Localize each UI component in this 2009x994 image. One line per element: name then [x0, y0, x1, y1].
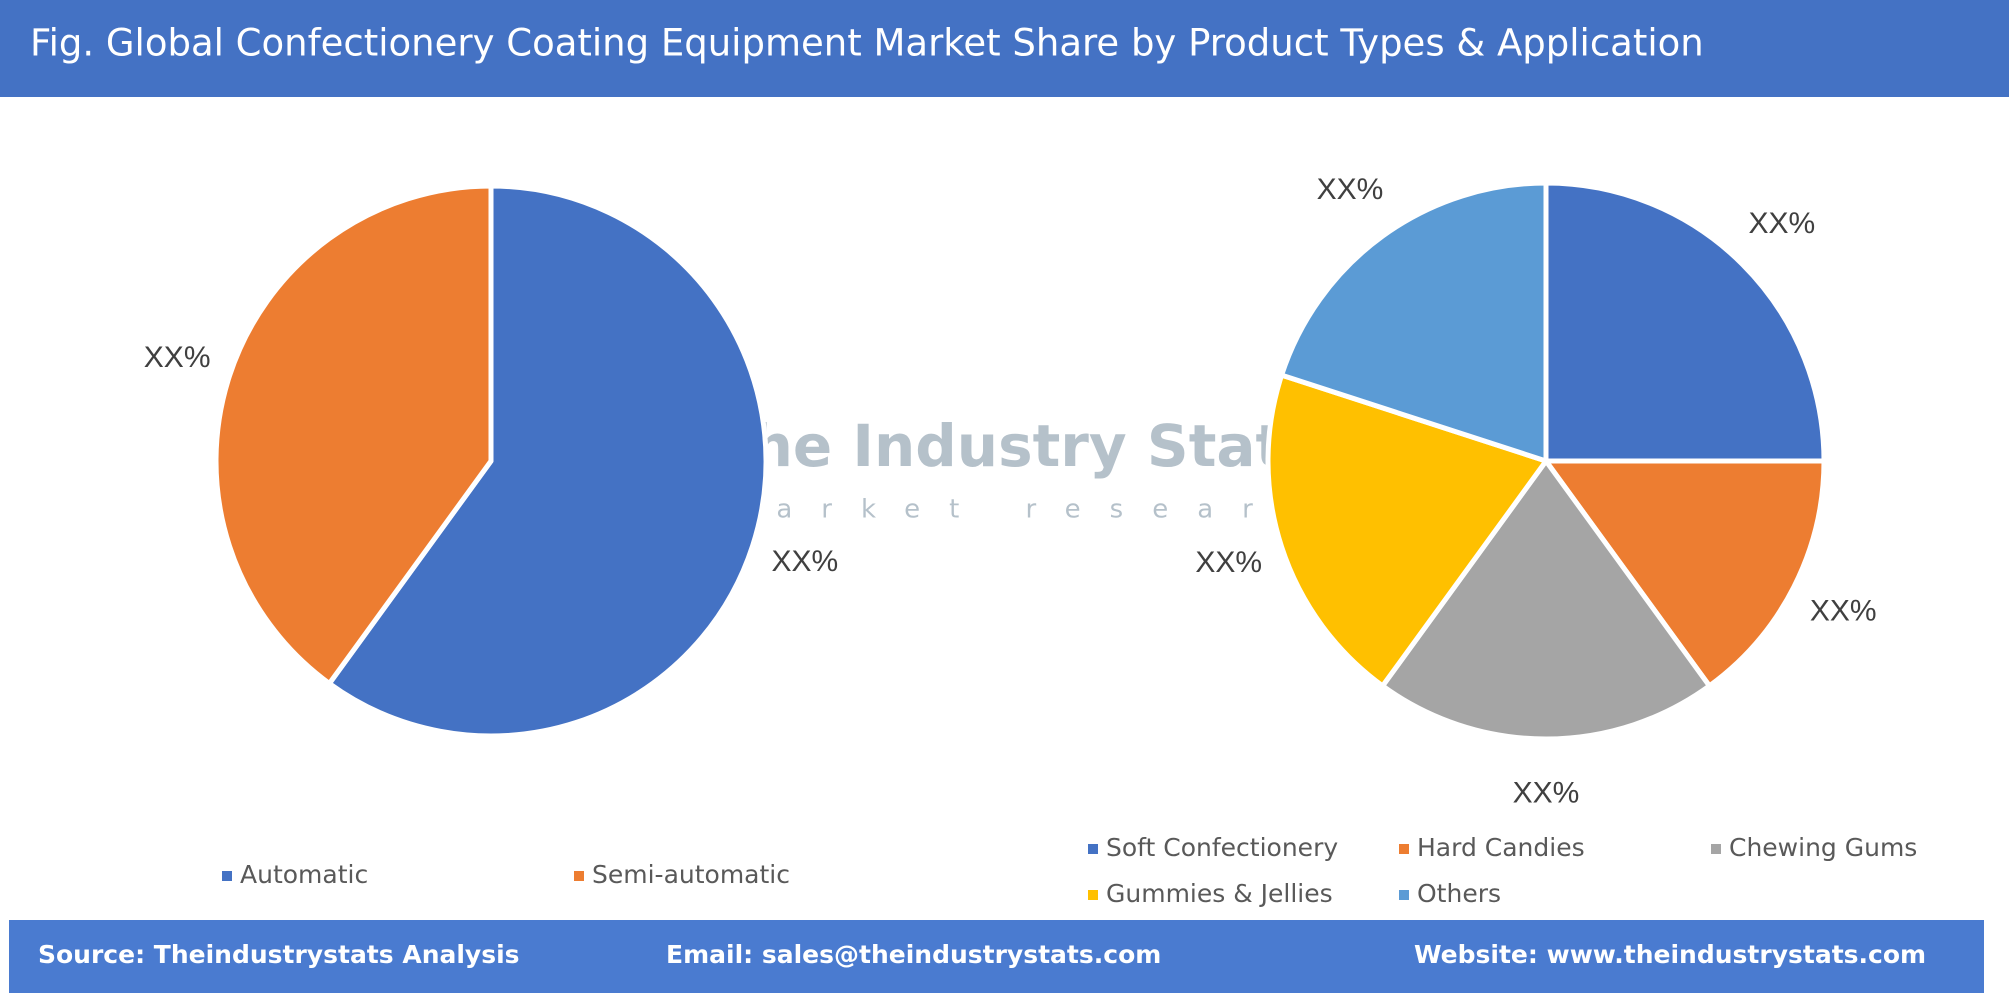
- data-label: XX%: [1317, 173, 1384, 206]
- legend-marker: [1088, 844, 1098, 854]
- footer-bar: [9, 920, 1984, 993]
- legend-marker: [1088, 890, 1098, 900]
- pie-slice: [1543, 180, 1827, 464]
- pie-slice: [1543, 458, 1827, 689]
- legend-marker: [574, 871, 584, 881]
- data-label: XX%: [1749, 207, 1816, 240]
- legend-label: Hard Candies: [1417, 833, 1585, 862]
- header-bar: [0, 0, 2009, 97]
- legend-marker: [1399, 890, 1409, 900]
- pie-slice: [1380, 458, 1712, 742]
- pie-slice: [1265, 372, 1549, 689]
- legend-label: Others: [1417, 879, 1501, 908]
- data-label: XX%: [1513, 777, 1580, 810]
- data-label: XX%: [144, 341, 211, 374]
- watermark-subtitle: market research: [722, 495, 1370, 525]
- watermark: The Industry Stats market research: [549, 391, 1370, 533]
- pie-slice: [326, 183, 769, 739]
- legend-label: Gummies & Jellies: [1106, 879, 1333, 908]
- legend-label: Automatic: [240, 860, 368, 889]
- data-label: XX%: [771, 545, 838, 578]
- legend-label: Chewing Gums: [1729, 833, 1917, 862]
- legend-label: Semi-automatic: [592, 860, 790, 889]
- legend-marker: [222, 871, 232, 881]
- footer-website: Website: www.theindustrystats.com: [1414, 940, 1926, 969]
- watermark-title: The Industry Stats: [712, 412, 1318, 480]
- legend-marker: [1711, 844, 1721, 854]
- footer-source: Source: Theindustrystats Analysis: [38, 940, 520, 969]
- footer-email: Email: sales@theindustrystats.com: [666, 940, 1161, 969]
- data-label: XX%: [1810, 594, 1877, 627]
- pie-slice: [213, 183, 494, 686]
- pie-slice: [1279, 180, 1549, 464]
- legend-marker: [1399, 844, 1409, 854]
- data-label: XX%: [1195, 546, 1262, 579]
- legend-label: Soft Confectionery: [1106, 833, 1338, 862]
- title: Fig. Global Confectionery Coating Equipm…: [30, 22, 1704, 65]
